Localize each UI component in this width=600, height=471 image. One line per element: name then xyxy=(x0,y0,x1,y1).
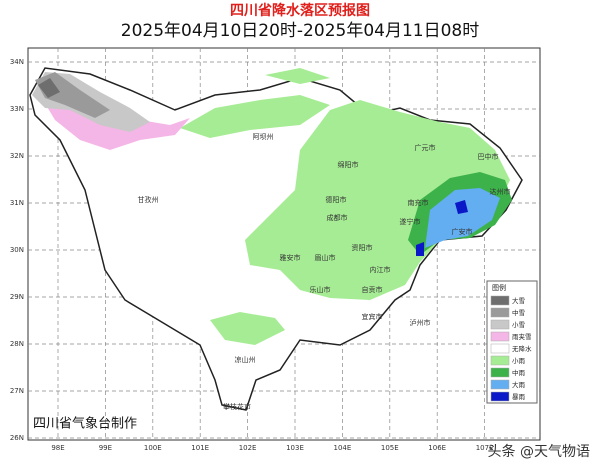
lat-label: 27N xyxy=(10,387,24,395)
light-rain xyxy=(210,312,285,345)
lon-label: 101E xyxy=(191,444,209,452)
city-label: 雅安市 xyxy=(280,253,301,262)
subtitle: 2025年04月10日20时-2025年04月11日08时 xyxy=(121,21,479,41)
legend-swatch xyxy=(490,307,510,318)
city-label: 德阳市 xyxy=(326,195,347,204)
watermark: 头条 @天气物语 xyxy=(488,443,590,460)
city-label: 内江市 xyxy=(370,265,391,274)
legend-label: 暴雨 xyxy=(512,393,526,401)
legend-swatch xyxy=(490,331,510,342)
legend-label: 小雪 xyxy=(512,320,525,329)
heavy-rain xyxy=(425,188,500,248)
lat-label: 34N xyxy=(10,58,24,66)
city-label: 资阳市 xyxy=(352,243,373,252)
city-label: 泸州市 xyxy=(410,318,431,327)
city-label: 宜宾市 xyxy=(362,312,383,321)
legend-title: 图例 xyxy=(492,283,506,292)
city-label: 成都市 xyxy=(327,213,348,222)
city-label: 凉山州 xyxy=(235,355,256,364)
light-rain xyxy=(265,68,330,84)
lon-label: 98E xyxy=(51,444,64,452)
legend-label: 大雨 xyxy=(512,380,526,389)
lat-label: 31N xyxy=(10,199,24,207)
city-label: 甘孜州 xyxy=(138,195,159,204)
legend-label: 中雨 xyxy=(512,368,526,377)
city-label: 自贡市 xyxy=(362,285,383,294)
light-rain xyxy=(245,100,510,300)
city-label: 绵阳市 xyxy=(338,160,359,169)
lon-label: 105E xyxy=(381,444,399,452)
legend-swatch xyxy=(490,295,510,306)
lon-label: 103E xyxy=(286,444,304,452)
lon-label: 107E xyxy=(476,444,494,452)
legend-swatch xyxy=(490,319,510,330)
lon-label: 99E xyxy=(99,444,112,452)
light-rain xyxy=(180,95,330,138)
legend-label: 小雨 xyxy=(512,356,526,365)
lon-label: 104E xyxy=(334,444,352,452)
legend-swatch xyxy=(490,391,510,402)
legend-label: 雨夹雪 xyxy=(512,332,532,341)
rainstorm xyxy=(416,242,424,256)
city-label: 巴中市 xyxy=(478,152,499,161)
legend-swatch xyxy=(490,355,510,366)
city-label: 南充市 xyxy=(408,198,429,207)
legend-swatch xyxy=(490,343,510,354)
legend-swatch xyxy=(490,367,510,378)
precipitation-areas xyxy=(32,68,512,345)
legend-label: 无降水 xyxy=(512,344,532,353)
city-label: 乐山市 xyxy=(310,285,331,294)
credit: 四川省气象台制作 xyxy=(33,416,137,432)
legend-swatch xyxy=(490,379,510,390)
lon-label: 102E xyxy=(239,444,257,452)
lon-label: 106E xyxy=(428,444,446,452)
legend-label: 大雪 xyxy=(512,296,525,305)
heavy-snow xyxy=(38,78,60,98)
lat-label: 28N xyxy=(10,340,24,348)
city-label: 广元市 xyxy=(415,143,436,152)
lat-label: 32N xyxy=(10,152,24,160)
city-label: 阿坝州 xyxy=(253,132,274,141)
lat-label: 26N xyxy=(10,434,24,442)
city-label: 攀枝花市 xyxy=(223,402,251,411)
city-label: 眉山市 xyxy=(315,253,336,262)
rainstorm xyxy=(455,200,468,214)
lat-label: 30N xyxy=(10,246,24,254)
lat-label: 33N xyxy=(10,105,24,113)
lon-label: 100E xyxy=(144,444,162,452)
lat-label: 29N xyxy=(10,293,24,301)
legend-label: 中雪 xyxy=(512,308,525,317)
title: 四川省降水落区预报图 xyxy=(230,2,370,19)
city-label: 广安市 xyxy=(452,227,473,236)
city-label: 达州市 xyxy=(490,187,511,196)
city-label: 遂宁市 xyxy=(400,217,421,226)
